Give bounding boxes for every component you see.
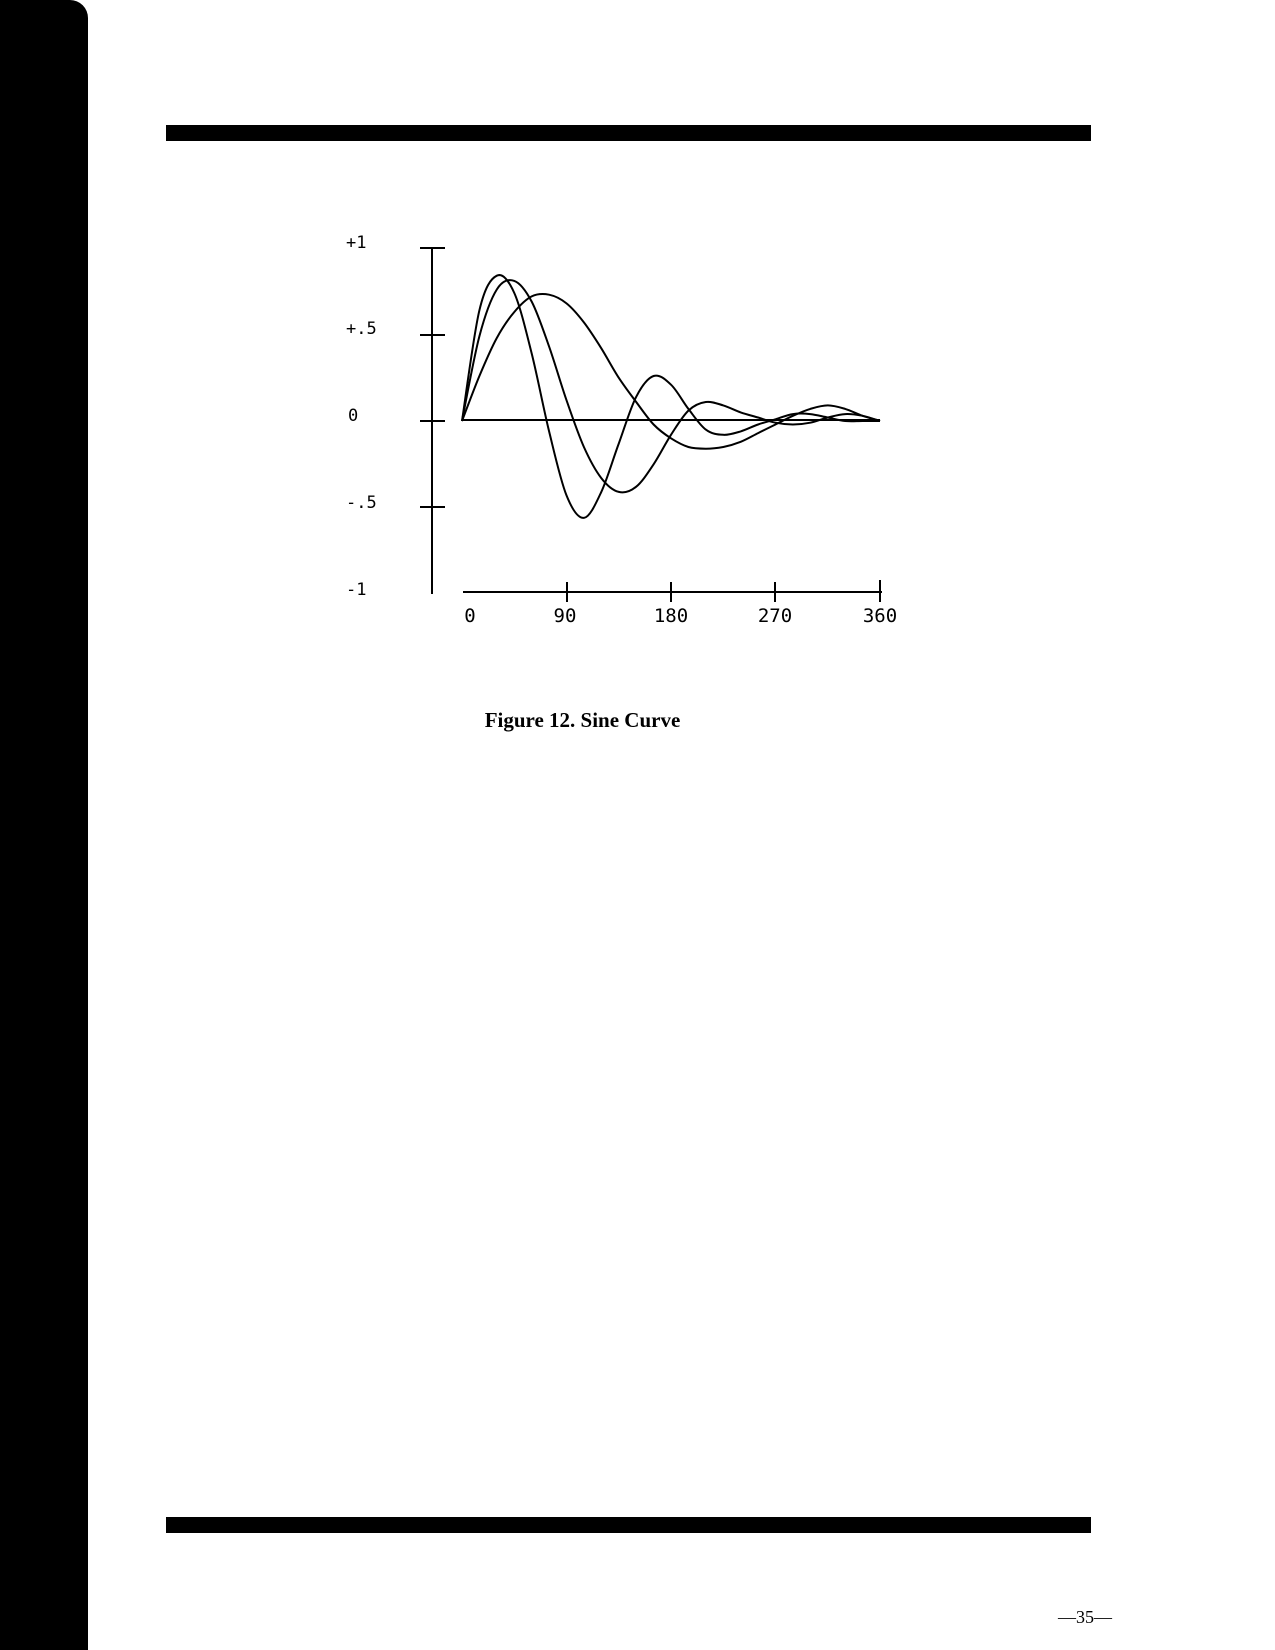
x-tick-label-180: 180 <box>654 605 688 627</box>
scan-edge <box>0 0 88 1650</box>
x-tick-label-0: 0 <box>464 605 475 627</box>
y-tick-label-plus0.5: +.5 <box>346 319 377 339</box>
series-line-1 <box>461 274 880 519</box>
x-tick-label-90: 90 <box>554 605 577 627</box>
y-tick-label-0: 0 <box>348 406 358 426</box>
y-tick-label-minus1: -1 <box>346 580 366 600</box>
series-line-3 <box>461 293 881 450</box>
series-layer <box>461 274 881 519</box>
page-number: —35— <box>1058 1607 1112 1627</box>
top-rule <box>166 125 1091 141</box>
bottom-rule <box>166 1517 1091 1533</box>
sine-chart: +1 +.5 0 -.5 -1 0 90 180 270 360 <box>346 233 897 627</box>
x-tick-label-360: 360 <box>863 605 897 627</box>
figure-caption: Figure 12. Sine Curve <box>484 708 681 732</box>
x-tick-label-270: 270 <box>758 605 792 627</box>
y-tick-label-minus0.5: -.5 <box>346 493 377 513</box>
series-line-2 <box>461 279 881 494</box>
y-tick-label-plus1: +1 <box>346 233 366 253</box>
